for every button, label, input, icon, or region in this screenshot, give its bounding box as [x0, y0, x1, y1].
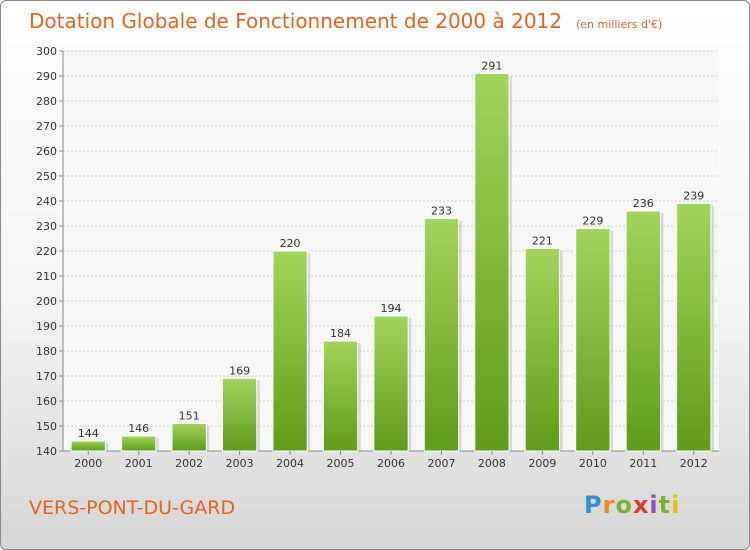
bar [676, 203, 712, 452]
y-tick-label: 180 [36, 345, 57, 358]
data-label: 291 [481, 60, 502, 73]
proxiti-logo: Proxiti [584, 491, 681, 519]
data-label: 184 [330, 327, 351, 340]
data-label: 236 [633, 197, 654, 210]
x-tick-label: 2007 [427, 457, 455, 470]
x-tick-label: 2003 [226, 457, 254, 470]
bar [373, 315, 409, 452]
bar [474, 73, 510, 452]
data-label: 144 [78, 427, 99, 440]
data-label: 229 [582, 215, 603, 228]
bar [625, 210, 661, 452]
bar [121, 435, 157, 452]
data-label: 169 [229, 365, 250, 378]
y-tick-label: 220 [36, 245, 57, 258]
bar [171, 423, 207, 452]
bar [575, 228, 611, 452]
y-tick-label: 290 [36, 70, 57, 83]
data-label: 233 [431, 205, 452, 218]
y-tick-label: 170 [36, 370, 57, 383]
data-label: 220 [280, 237, 301, 250]
x-tick-label: 2004 [276, 457, 304, 470]
chart-subtitle: (en milliers d'€) [576, 18, 663, 31]
x-tick-label: 2012 [680, 457, 708, 470]
y-tick-label: 250 [36, 170, 57, 183]
bar [322, 340, 359, 452]
y-tick-label: 200 [36, 295, 57, 308]
data-label: 146 [128, 422, 149, 435]
y-tick-label: 230 [36, 220, 57, 233]
y-tick-label: 190 [36, 320, 57, 333]
bar [524, 248, 561, 452]
x-tick-label: 2006 [377, 457, 405, 470]
x-tick-label: 2002 [175, 457, 203, 470]
y-tick-label: 240 [36, 195, 57, 208]
y-tick-label: 210 [36, 270, 57, 283]
bar [70, 440, 106, 452]
x-tick-label: 2001 [125, 457, 153, 470]
x-tick-label: 2008 [478, 457, 506, 470]
commune-name: VERS-PONT-DU-GARD [29, 497, 236, 519]
x-tick-label: 2010 [579, 457, 607, 470]
data-label: 151 [179, 410, 200, 423]
bar [423, 218, 460, 452]
bar [221, 378, 258, 452]
x-tick-label: 2011 [629, 457, 657, 470]
data-label: 221 [532, 235, 553, 248]
y-tick-label: 160 [36, 395, 57, 408]
y-tick-label: 300 [36, 45, 57, 58]
x-tick-label: 2000 [74, 457, 102, 470]
bar [272, 250, 308, 452]
x-tick-label: 2009 [528, 457, 556, 470]
data-label: 239 [683, 190, 704, 203]
y-tick-label: 260 [36, 145, 57, 158]
y-tick-label: 140 [36, 445, 57, 458]
y-tick-label: 280 [36, 95, 57, 108]
x-tick-label: 2005 [327, 457, 355, 470]
y-tick-label: 270 [36, 120, 57, 133]
data-label: 194 [381, 302, 402, 315]
chart-title: Dotation Globale de Fonctionnement de 20… [29, 9, 663, 33]
y-tick-label: 150 [36, 420, 57, 433]
